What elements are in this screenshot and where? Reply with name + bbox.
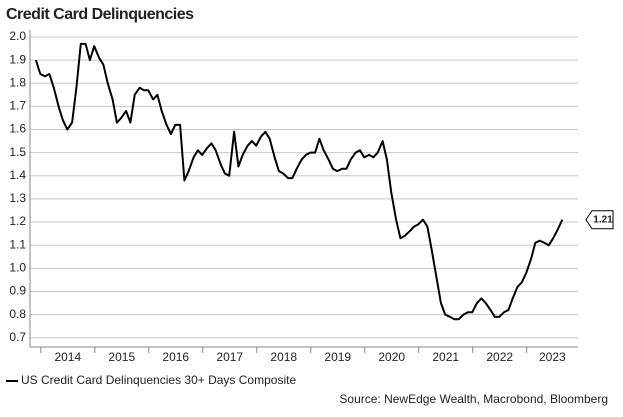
y-tick-label: 1.7 — [9, 99, 26, 113]
x-tick-label: 2022 — [486, 350, 513, 364]
y-tick-label: 1.8 — [9, 75, 26, 89]
x-tick-label: 2016 — [162, 350, 189, 364]
y-tick-label: 0.9 — [9, 284, 26, 298]
y-tick-label: 1.6 — [9, 122, 26, 136]
data-line — [34, 42, 564, 321]
x-tick-label: 2015 — [108, 350, 135, 364]
x-tick-label: 2017 — [216, 350, 243, 364]
x-tick-label: 2021 — [432, 350, 459, 364]
source-note: Source: NewEdge Wealth, Macrobond, Bloom… — [339, 392, 608, 406]
chart-title: Credit Card Delinquencies — [6, 6, 194, 23]
end-value-label: 1.21 — [593, 214, 613, 225]
y-tick-label: 0.8 — [9, 307, 26, 321]
x-tick-label: 2018 — [270, 350, 297, 364]
y-tick-label: 1.5 — [9, 145, 26, 159]
y-tick-label: 1.9 — [9, 52, 26, 66]
legend-label: US Credit Card Delinquencies 30+ Days Co… — [21, 373, 296, 387]
y-tick-label: 1.3 — [9, 191, 26, 205]
x-tick-label: 2020 — [378, 350, 405, 364]
x-tick-label: 2019 — [324, 350, 351, 364]
callout-box — [585, 210, 614, 230]
x-tick-label: 2014 — [54, 350, 81, 364]
y-tick-label: 0.7 — [9, 330, 26, 344]
y-tick-label: 1.2 — [9, 214, 26, 228]
y-tick-label: 1.4 — [9, 168, 26, 182]
y-tick-label: 1.1 — [9, 237, 26, 251]
y-tick-label: 2.0 — [9, 29, 26, 43]
x-tick-label: 2023 — [539, 350, 566, 364]
y-tick-label: 1.0 — [9, 261, 26, 275]
